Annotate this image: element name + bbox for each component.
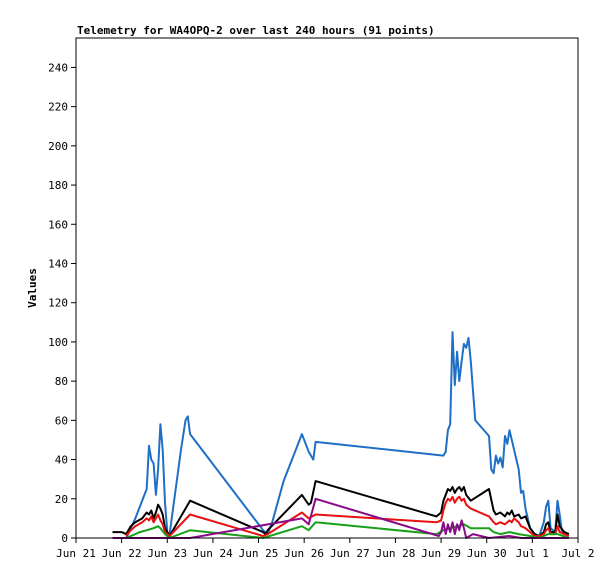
y-tick-label: 180 <box>48 179 68 192</box>
x-tick-label: Jun 27 <box>330 547 370 560</box>
x-tick-label: Jun 21 <box>56 547 96 560</box>
y-tick-label: 60 <box>55 414 68 427</box>
y-axis: 0 20 40 60 80 100 120 140 160 180 200 220 240 <box>48 61 76 545</box>
y-tick-label: 120 <box>48 297 68 310</box>
y-tick-label: 0 <box>61 532 68 545</box>
x-tick-label: Jun 25 <box>239 547 279 560</box>
y-tick-label: 40 <box>55 454 68 467</box>
y-tick-label: 160 <box>48 218 68 231</box>
y-tick-label: 200 <box>48 140 68 153</box>
x-tick-label: Jun 28 <box>376 547 416 560</box>
y-tick-label: 80 <box>55 375 68 388</box>
series-line-4 <box>125 521 570 539</box>
series-line-2 <box>112 480 570 537</box>
y-tick-label: 240 <box>48 61 68 74</box>
x-tick-label: Jul 2 <box>561 547 594 560</box>
x-tick-label: Jun 26 <box>284 547 324 560</box>
x-tick-label: Jun 22 <box>102 547 142 560</box>
plot-frame <box>75 37 579 539</box>
y-tick-label: 20 <box>55 493 68 506</box>
x-tick-label: Jul 1 <box>516 547 549 560</box>
series-line-3 <box>125 495 570 537</box>
series-line-5 <box>112 497 569 539</box>
x-tick-label: Jun 29 <box>421 547 461 560</box>
y-tick-label: 140 <box>48 257 68 270</box>
y-axis-label: Values <box>26 268 39 308</box>
y-tick-label: 100 <box>48 336 68 349</box>
y-tick-label: 220 <box>48 101 68 114</box>
x-tick-label: Jun 24 <box>193 547 233 560</box>
chart-title: Telemetry for WA4OPQ-2 over last 240 hou… <box>77 24 435 37</box>
x-tick-label: Jun 30 <box>467 547 507 560</box>
series-layer <box>112 331 570 539</box>
x-tick-label: Jun 23 <box>147 547 187 560</box>
x-axis: Jun 21 Jun 22 Jun 23 Jun 24 Jun 25 Jun 26 Jun … <box>56 538 595 560</box>
